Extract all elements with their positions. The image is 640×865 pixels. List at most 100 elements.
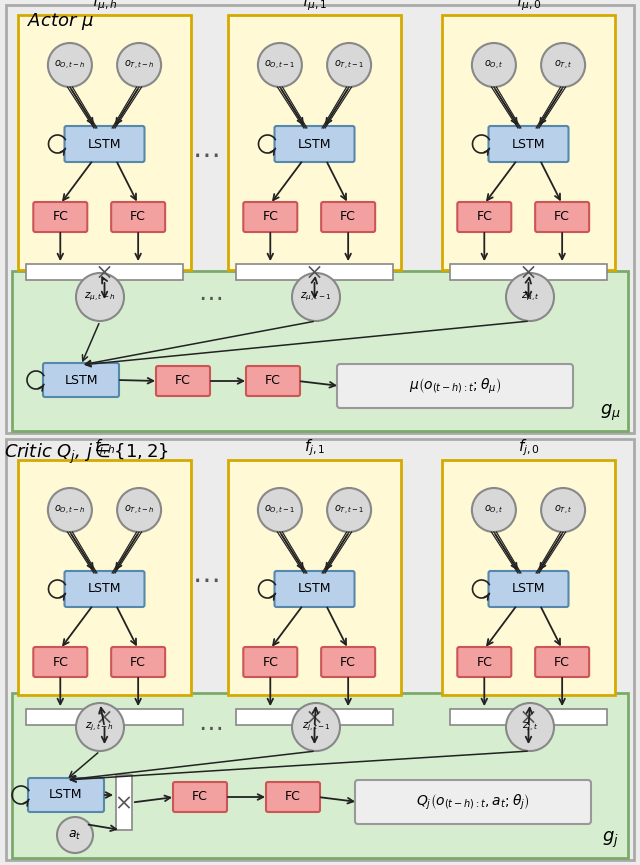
Text: FC: FC (130, 210, 146, 223)
Text: $f_{j,0}$: $f_{j,0}$ (518, 438, 540, 458)
Text: LSTM: LSTM (88, 138, 121, 151)
Text: $o_{O,t}$: $o_{O,t}$ (484, 59, 504, 72)
Bar (228, 460, 401, 695)
Text: LSTM: LSTM (49, 789, 83, 802)
Text: FC: FC (175, 375, 191, 388)
FancyBboxPatch shape (337, 364, 573, 408)
Bar (116, 775, 132, 830)
Circle shape (541, 43, 585, 87)
Bar (18, 15, 191, 270)
Text: FC: FC (340, 656, 356, 669)
Text: FC: FC (262, 210, 278, 223)
Bar (236, 709, 393, 725)
Circle shape (258, 43, 302, 87)
FancyBboxPatch shape (65, 126, 145, 162)
Circle shape (472, 488, 516, 532)
Bar (228, 15, 401, 270)
Circle shape (258, 488, 302, 532)
Text: FC: FC (285, 791, 301, 804)
FancyBboxPatch shape (111, 202, 165, 232)
Bar (6, 439, 634, 860)
FancyBboxPatch shape (275, 571, 355, 607)
Text: LSTM: LSTM (298, 138, 332, 151)
Text: FC: FC (340, 210, 356, 223)
Bar (6, 5, 634, 433)
Circle shape (57, 817, 93, 853)
Text: LSTM: LSTM (512, 138, 545, 151)
Text: $\cdots$: $\cdots$ (198, 715, 222, 739)
Text: $a_t$: $a_t$ (68, 829, 82, 842)
Text: $f_{j,1}$: $f_{j,1}$ (304, 438, 325, 458)
Circle shape (506, 703, 554, 751)
FancyBboxPatch shape (33, 647, 87, 677)
Bar (12, 693, 628, 858)
Text: LSTM: LSTM (512, 582, 545, 595)
Text: $\cdots$: $\cdots$ (192, 566, 218, 594)
Circle shape (292, 703, 340, 751)
Bar (442, 15, 615, 270)
Text: Actor $\mu$: Actor $\mu$ (28, 11, 95, 33)
Text: $g_\mu$: $g_\mu$ (600, 403, 620, 423)
Circle shape (48, 43, 92, 87)
Text: $\cdots$: $\cdots$ (198, 285, 222, 309)
Text: $g_j$: $g_j$ (602, 830, 618, 850)
Circle shape (76, 273, 124, 321)
Circle shape (76, 703, 124, 751)
FancyBboxPatch shape (173, 782, 227, 812)
Text: $f_{\mu,1}$: $f_{\mu,1}$ (302, 0, 327, 13)
Text: $o_{O,t-h}$: $o_{O,t-h}$ (54, 59, 86, 72)
Text: $o_{T,t}$: $o_{T,t}$ (554, 503, 572, 516)
Text: $o_{T,t}$: $o_{T,t}$ (554, 59, 572, 72)
Text: $\mu\left(o_{(t-h):t};\theta_\mu\right)$: $\mu\left(o_{(t-h):t};\theta_\mu\right)$ (409, 376, 501, 395)
Text: FC: FC (52, 656, 68, 669)
Text: FC: FC (52, 210, 68, 223)
FancyBboxPatch shape (246, 366, 300, 396)
FancyBboxPatch shape (535, 202, 589, 232)
FancyBboxPatch shape (43, 363, 119, 397)
Circle shape (117, 43, 161, 87)
Text: Critic $Q_j$, $j \in \{1, 2\}$: Critic $Q_j$, $j \in \{1, 2\}$ (4, 442, 168, 466)
Circle shape (292, 273, 340, 321)
Circle shape (472, 43, 516, 87)
FancyBboxPatch shape (33, 202, 87, 232)
FancyBboxPatch shape (355, 780, 591, 824)
Bar (450, 709, 607, 725)
Text: FC: FC (554, 656, 570, 669)
Text: FC: FC (265, 375, 281, 388)
Text: LSTM: LSTM (88, 582, 121, 595)
Bar (236, 264, 393, 280)
Text: $o_{O,t-h}$: $o_{O,t-h}$ (54, 503, 86, 516)
Bar (26, 709, 183, 725)
Text: $\cdots$: $\cdots$ (192, 141, 218, 169)
FancyBboxPatch shape (321, 202, 375, 232)
Text: $z_{j,t}$: $z_{j,t}$ (522, 721, 538, 734)
FancyBboxPatch shape (458, 647, 511, 677)
Text: FC: FC (130, 656, 146, 669)
FancyBboxPatch shape (535, 647, 589, 677)
Circle shape (541, 488, 585, 532)
FancyBboxPatch shape (65, 571, 145, 607)
FancyBboxPatch shape (28, 778, 104, 812)
Text: FC: FC (476, 210, 492, 223)
Text: $o_{T,t-h}$: $o_{T,t-h}$ (124, 59, 154, 72)
Circle shape (506, 273, 554, 321)
Text: $o_{T,t-1}$: $o_{T,t-1}$ (334, 503, 364, 516)
FancyBboxPatch shape (243, 647, 298, 677)
FancyBboxPatch shape (321, 647, 375, 677)
Text: FC: FC (262, 656, 278, 669)
Bar (442, 460, 615, 695)
FancyBboxPatch shape (156, 366, 210, 396)
Circle shape (327, 43, 371, 87)
Text: $o_{O,t-1}$: $o_{O,t-1}$ (264, 503, 296, 516)
FancyBboxPatch shape (243, 202, 298, 232)
Text: $z_{j,t-1}$: $z_{j,t-1}$ (301, 721, 330, 734)
Text: $o_{T,t-1}$: $o_{T,t-1}$ (334, 59, 364, 72)
Text: $z_{\mu,t}$: $z_{\mu,t}$ (520, 291, 540, 304)
Text: $o_{O,t}$: $o_{O,t}$ (484, 503, 504, 516)
Circle shape (48, 488, 92, 532)
Text: $z_{\mu,t-1}$: $z_{\mu,t-1}$ (300, 291, 332, 304)
Bar (12, 271, 628, 431)
Text: $o_{O,t-1}$: $o_{O,t-1}$ (264, 59, 296, 72)
Text: $z_{j,t-h}$: $z_{j,t-h}$ (86, 721, 115, 734)
Text: LSTM: LSTM (64, 374, 98, 387)
